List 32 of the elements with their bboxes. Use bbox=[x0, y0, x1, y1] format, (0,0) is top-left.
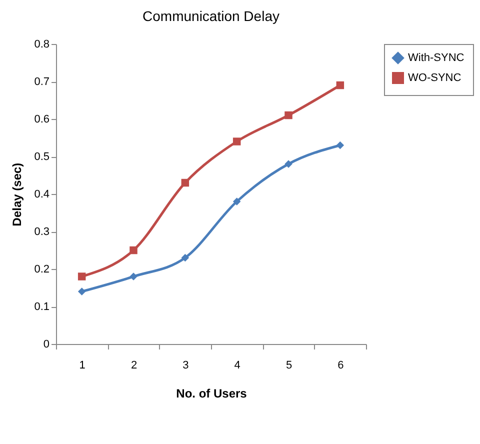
y-tick-label: 0.3 bbox=[34, 226, 50, 238]
x-tick-label: 2 bbox=[130, 360, 138, 372]
point bbox=[78, 288, 86, 296]
y-axis-title: Delay (sec) bbox=[10, 162, 24, 226]
x-tick-label: 5 bbox=[286, 360, 292, 372]
x-tick-label: 1 bbox=[79, 360, 86, 372]
point bbox=[336, 81, 344, 90]
point bbox=[181, 178, 190, 187]
legend-label: With-SYNC bbox=[408, 52, 464, 64]
point bbox=[78, 272, 86, 280]
y-tick-label: 0.2 bbox=[34, 264, 50, 276]
y-tick-label: 0.8 bbox=[34, 38, 50, 50]
y-tick-label: 0.5 bbox=[34, 151, 50, 163]
point bbox=[232, 198, 241, 206]
y-tick-label: 0.4 bbox=[34, 188, 50, 200]
y-tick-label: 0.1 bbox=[34, 301, 50, 313]
point bbox=[130, 272, 138, 280]
point bbox=[336, 141, 344, 150]
y-tick-label: 0.6 bbox=[34, 114, 50, 126]
point bbox=[232, 138, 241, 146]
x-axis-title: No. of Users bbox=[176, 386, 248, 400]
x-tick-label: 3 bbox=[182, 360, 189, 372]
point bbox=[284, 111, 292, 120]
x-tick-label: 4 bbox=[234, 360, 240, 372]
x-tick-label: 6 bbox=[338, 360, 344, 372]
point bbox=[284, 160, 292, 168]
y-tick-label: 0.7 bbox=[34, 76, 50, 88]
point bbox=[181, 254, 190, 262]
point bbox=[130, 246, 138, 254]
chart-title: Communication Delay bbox=[142, 8, 280, 24]
y-tick-label: 0 bbox=[43, 338, 50, 350]
legend-label: WO-SYNC bbox=[408, 72, 462, 84]
